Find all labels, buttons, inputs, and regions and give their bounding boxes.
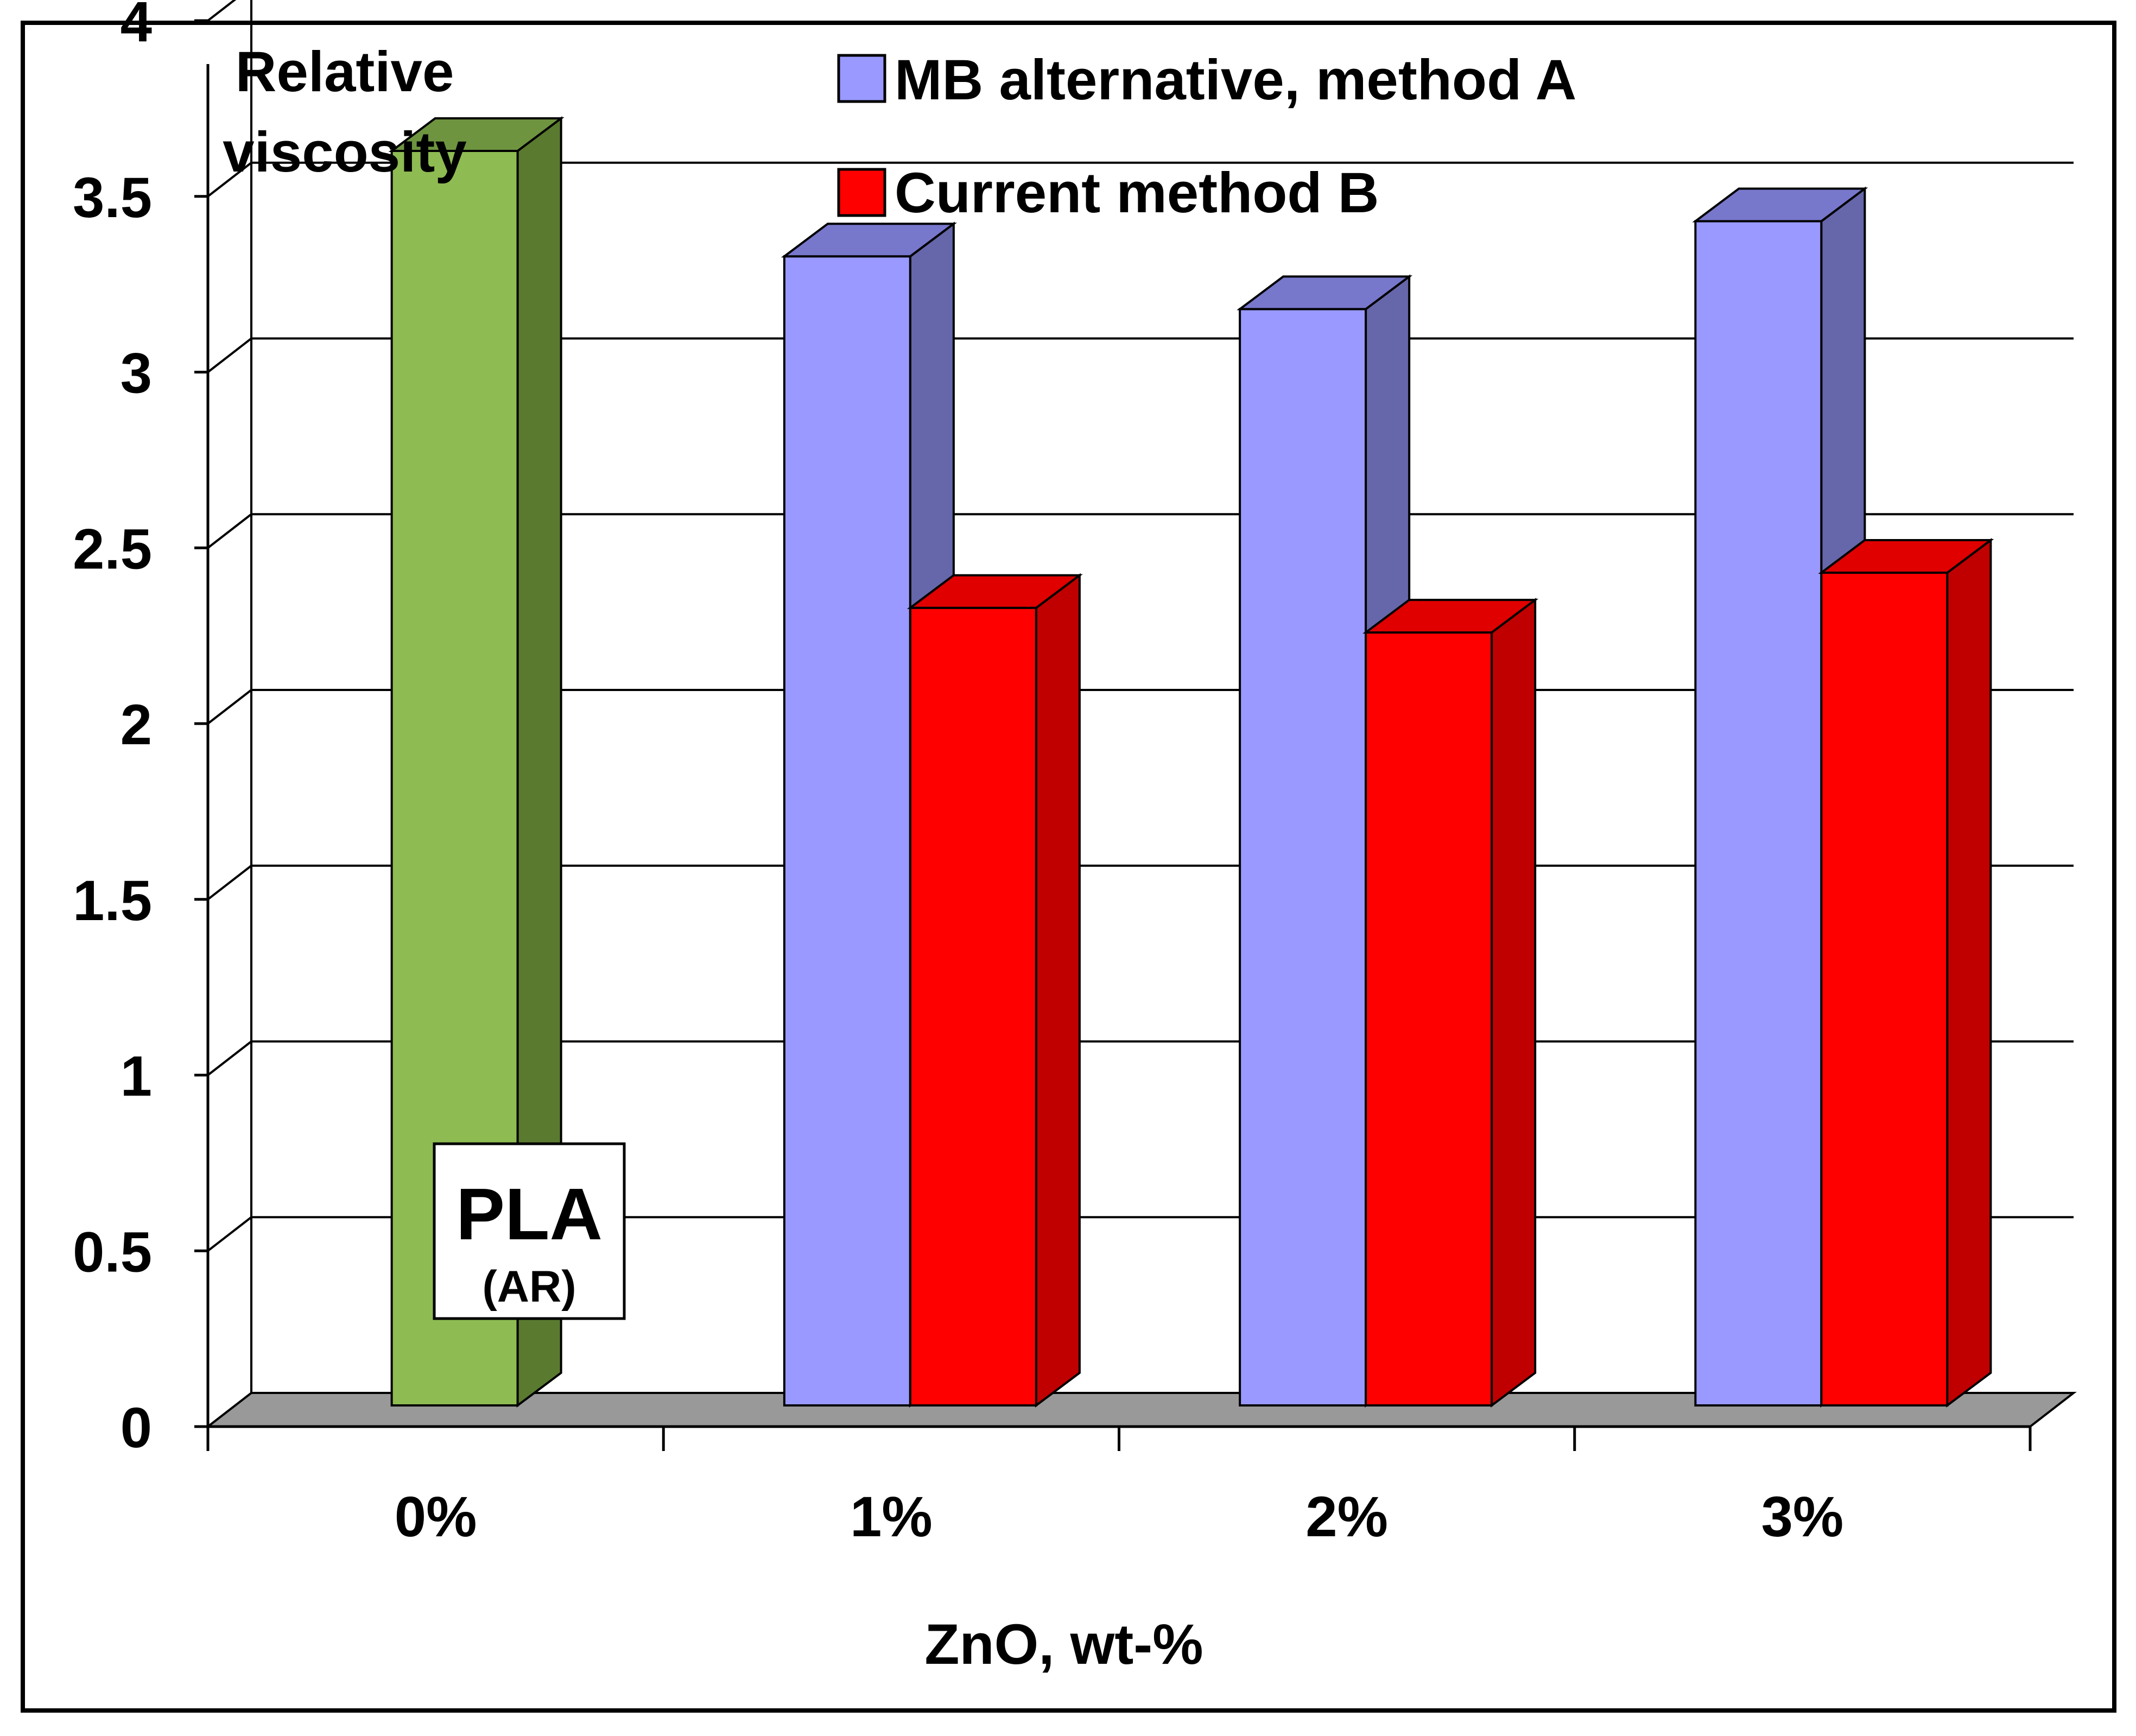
bar-top (1692, 187, 1868, 223)
y-tick-label: 0 (121, 1396, 152, 1460)
axis-layer: 0 0.5 1 1.5 2 2.5 3 3.5 4 0% 1% 2% 3% (73, 0, 2032, 1549)
bar-front (1239, 308, 1367, 1406)
pla-annotation-main: PLA (456, 1173, 603, 1255)
pla-annotation-box (433, 1142, 626, 1320)
bar-front (1365, 631, 1493, 1406)
y-tick-label: 3.5 (73, 166, 152, 230)
x-tick-label: 1% (850, 1485, 933, 1549)
legend: MB alternative, method A Current method … (837, 48, 1576, 225)
bar (907, 573, 1083, 1408)
gridline-diagonal (207, 1216, 252, 1252)
gridline-diagonal (207, 1040, 252, 1076)
gridline-diagonal (207, 865, 252, 901)
bar-side (1946, 538, 1992, 1408)
bar (1818, 538, 1994, 1408)
bar-front (1694, 220, 1823, 1406)
gridline-diagonal (207, 689, 252, 725)
bar-layer (388, 116, 1994, 1408)
bar-side (1491, 598, 1537, 1408)
bar-top (1237, 275, 1413, 311)
bar-top (1818, 539, 1994, 574)
y-tick-label: 4 (121, 0, 152, 54)
y-tick-label: 1.5 (73, 869, 152, 933)
gridline-diagonal (207, 0, 237, 22)
x-tick-label: 0% (395, 1485, 477, 1549)
legend-label-method-a: MB alternative, method A (895, 48, 1576, 112)
gridline-diagonal (207, 513, 252, 549)
y-tick-label: 0.5 (73, 1220, 152, 1284)
y-axis-title-line-2: viscosity (223, 121, 466, 184)
bar-top (907, 574, 1083, 609)
x-tick-label: 3% (1761, 1485, 1843, 1549)
x-tick-label: 2% (1305, 1485, 1388, 1549)
y-tick-label: 2.5 (73, 517, 152, 581)
legend-swatch-method-a (837, 54, 886, 103)
bar (388, 116, 565, 1408)
y-axis-title-line-1: Relative (236, 40, 454, 104)
pla-annotation: PLA (AR) (433, 1142, 626, 1320)
bar (1362, 598, 1539, 1408)
y-tick-label: 2 (121, 693, 152, 757)
x-axis-title: ZnO, wt-% (924, 1613, 1203, 1676)
bar-side (1035, 573, 1081, 1408)
y-tick-label: 1 (121, 1045, 152, 1108)
bar-top (388, 117, 565, 152)
legend-swatch-method-b (837, 168, 886, 217)
bar-top (781, 223, 957, 258)
y-tick-label: 3 (121, 342, 152, 406)
bar-front (1820, 572, 1949, 1406)
gridline-diagonal (207, 337, 252, 373)
bar-front (909, 606, 1037, 1406)
bar-top (1362, 599, 1539, 634)
bar-front (783, 255, 911, 1406)
pla-annotation-sub: (AR) (482, 1262, 576, 1311)
gridline-diagonal (207, 162, 252, 198)
legend-label-method-b: Current method B (895, 161, 1379, 225)
